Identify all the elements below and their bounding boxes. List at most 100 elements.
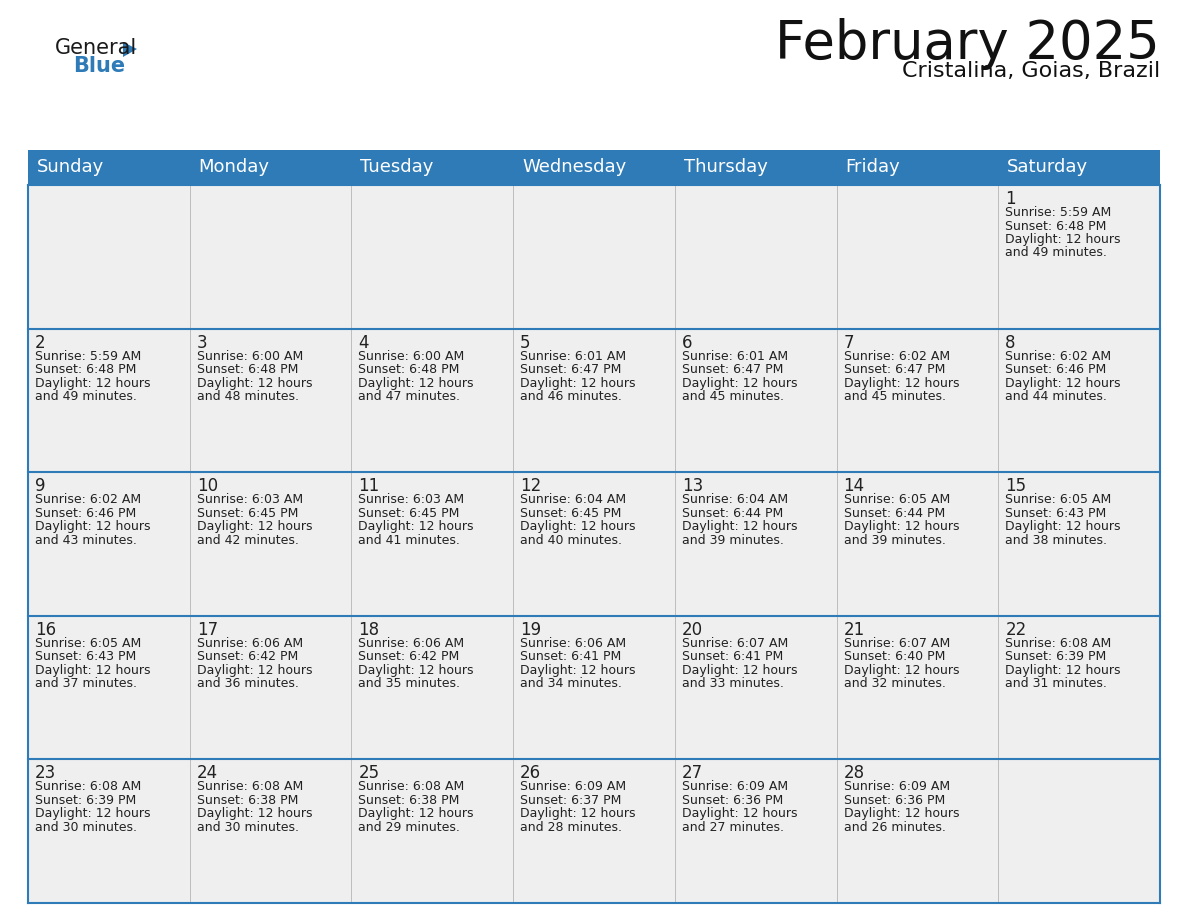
Text: Sunrise: 5:59 AM: Sunrise: 5:59 AM [1005, 206, 1112, 219]
Text: 6: 6 [682, 333, 693, 352]
Text: Sunset: 6:47 PM: Sunset: 6:47 PM [843, 364, 944, 376]
Text: Daylight: 12 hours: Daylight: 12 hours [1005, 376, 1120, 389]
Text: Daylight: 12 hours: Daylight: 12 hours [34, 808, 151, 821]
Text: Daylight: 12 hours: Daylight: 12 hours [843, 376, 959, 389]
Text: and 33 minutes.: and 33 minutes. [682, 677, 784, 690]
Text: Sunset: 6:41 PM: Sunset: 6:41 PM [520, 650, 621, 664]
Text: 1: 1 [1005, 190, 1016, 208]
Bar [352, 472, 513, 616]
Text: Sunset: 6:48 PM: Sunset: 6:48 PM [197, 364, 298, 376]
Text: Daylight: 12 hours: Daylight: 12 hours [843, 521, 959, 533]
Text: Sunday: Sunday [37, 159, 105, 176]
Text: 28: 28 [843, 765, 865, 782]
Bar [513, 616, 675, 759]
Text: Sunset: 6:40 PM: Sunset: 6:40 PM [843, 650, 944, 664]
Text: 16: 16 [34, 621, 56, 639]
Text: Sunset: 6:46 PM: Sunset: 6:46 PM [34, 507, 137, 520]
Bar [190, 616, 352, 759]
Bar [29, 329, 190, 472]
Bar [29, 472, 190, 616]
Text: Daylight: 12 hours: Daylight: 12 hours [359, 376, 474, 389]
Text: 5: 5 [520, 333, 531, 352]
Text: and 49 minutes.: and 49 minutes. [34, 390, 137, 403]
Bar [836, 616, 998, 759]
Bar [352, 616, 513, 759]
Text: 27: 27 [682, 765, 703, 782]
Text: and 48 minutes.: and 48 minutes. [197, 390, 298, 403]
Text: and 45 minutes.: and 45 minutes. [682, 390, 784, 403]
Text: Sunset: 6:44 PM: Sunset: 6:44 PM [843, 507, 944, 520]
Text: and 41 minutes.: and 41 minutes. [359, 533, 460, 547]
Text: Daylight: 12 hours: Daylight: 12 hours [197, 664, 312, 677]
Text: Sunset: 6:45 PM: Sunset: 6:45 PM [359, 507, 460, 520]
Text: 9: 9 [34, 477, 45, 495]
Text: Saturday: Saturday [1007, 159, 1088, 176]
Text: Sunset: 6:41 PM: Sunset: 6:41 PM [682, 650, 783, 664]
Text: Daylight: 12 hours: Daylight: 12 hours [359, 521, 474, 533]
Text: Daylight: 12 hours: Daylight: 12 hours [197, 808, 312, 821]
Text: and 30 minutes.: and 30 minutes. [34, 821, 137, 834]
Text: February 2025: February 2025 [776, 18, 1159, 70]
Text: 11: 11 [359, 477, 380, 495]
Text: and 49 minutes.: and 49 minutes. [1005, 247, 1107, 260]
Text: Sunrise: 6:08 AM: Sunrise: 6:08 AM [359, 780, 465, 793]
Bar [675, 329, 836, 472]
Text: 18: 18 [359, 621, 379, 639]
Text: and 47 minutes.: and 47 minutes. [359, 390, 461, 403]
Polygon shape [124, 42, 137, 57]
Text: and 40 minutes.: and 40 minutes. [520, 533, 623, 547]
Text: Sunrise: 6:06 AM: Sunrise: 6:06 AM [359, 637, 465, 650]
Bar [675, 759, 836, 903]
Text: Daylight: 12 hours: Daylight: 12 hours [682, 808, 797, 821]
Text: 3: 3 [197, 333, 208, 352]
Text: Sunrise: 6:05 AM: Sunrise: 6:05 AM [843, 493, 950, 506]
Bar [513, 472, 675, 616]
Text: Sunset: 6:45 PM: Sunset: 6:45 PM [197, 507, 298, 520]
Text: Sunrise: 6:05 AM: Sunrise: 6:05 AM [1005, 493, 1112, 506]
Text: Sunrise: 6:09 AM: Sunrise: 6:09 AM [843, 780, 949, 793]
Text: and 34 minutes.: and 34 minutes. [520, 677, 623, 690]
Text: Sunset: 6:38 PM: Sunset: 6:38 PM [197, 794, 298, 807]
Bar [998, 329, 1159, 472]
Text: 13: 13 [682, 477, 703, 495]
Text: and 45 minutes.: and 45 minutes. [843, 390, 946, 403]
Text: Sunset: 6:43 PM: Sunset: 6:43 PM [1005, 507, 1106, 520]
Text: 12: 12 [520, 477, 542, 495]
Text: Sunrise: 6:08 AM: Sunrise: 6:08 AM [197, 780, 303, 793]
Text: 21: 21 [843, 621, 865, 639]
Bar [190, 329, 352, 472]
Text: and 36 minutes.: and 36 minutes. [197, 677, 298, 690]
Text: Daylight: 12 hours: Daylight: 12 hours [34, 664, 151, 677]
Text: and 39 minutes.: and 39 minutes. [682, 533, 784, 547]
Text: Sunrise: 6:01 AM: Sunrise: 6:01 AM [520, 350, 626, 363]
Text: Daylight: 12 hours: Daylight: 12 hours [520, 664, 636, 677]
Text: Daylight: 12 hours: Daylight: 12 hours [1005, 664, 1120, 677]
Text: Daylight: 12 hours: Daylight: 12 hours [359, 664, 474, 677]
Text: Tuesday: Tuesday [360, 159, 434, 176]
Text: and 39 minutes.: and 39 minutes. [843, 533, 946, 547]
Text: 25: 25 [359, 765, 379, 782]
Text: Daylight: 12 hours: Daylight: 12 hours [1005, 233, 1120, 246]
Text: Sunrise: 6:04 AM: Sunrise: 6:04 AM [682, 493, 788, 506]
Text: Sunset: 6:48 PM: Sunset: 6:48 PM [1005, 219, 1107, 232]
Text: 24: 24 [197, 765, 217, 782]
Text: Sunrise: 6:05 AM: Sunrise: 6:05 AM [34, 637, 141, 650]
Text: Sunset: 6:44 PM: Sunset: 6:44 PM [682, 507, 783, 520]
Text: and 42 minutes.: and 42 minutes. [197, 533, 298, 547]
Text: Wednesday: Wednesday [523, 159, 626, 176]
Text: Sunset: 6:48 PM: Sunset: 6:48 PM [34, 364, 137, 376]
Text: Sunrise: 6:02 AM: Sunrise: 6:02 AM [1005, 350, 1112, 363]
Text: 15: 15 [1005, 477, 1026, 495]
Text: Sunrise: 5:59 AM: Sunrise: 5:59 AM [34, 350, 141, 363]
Text: Sunset: 6:47 PM: Sunset: 6:47 PM [520, 364, 621, 376]
Text: and 26 minutes.: and 26 minutes. [843, 821, 946, 834]
Text: and 27 minutes.: and 27 minutes. [682, 821, 784, 834]
Text: Sunset: 6:47 PM: Sunset: 6:47 PM [682, 364, 783, 376]
Text: Sunset: 6:38 PM: Sunset: 6:38 PM [359, 794, 460, 807]
Text: Daylight: 12 hours: Daylight: 12 hours [843, 808, 959, 821]
Text: Sunset: 6:45 PM: Sunset: 6:45 PM [520, 507, 621, 520]
Text: Sunset: 6:36 PM: Sunset: 6:36 PM [843, 794, 944, 807]
Bar [190, 472, 352, 616]
Text: and 31 minutes.: and 31 minutes. [1005, 677, 1107, 690]
Bar [352, 329, 513, 472]
